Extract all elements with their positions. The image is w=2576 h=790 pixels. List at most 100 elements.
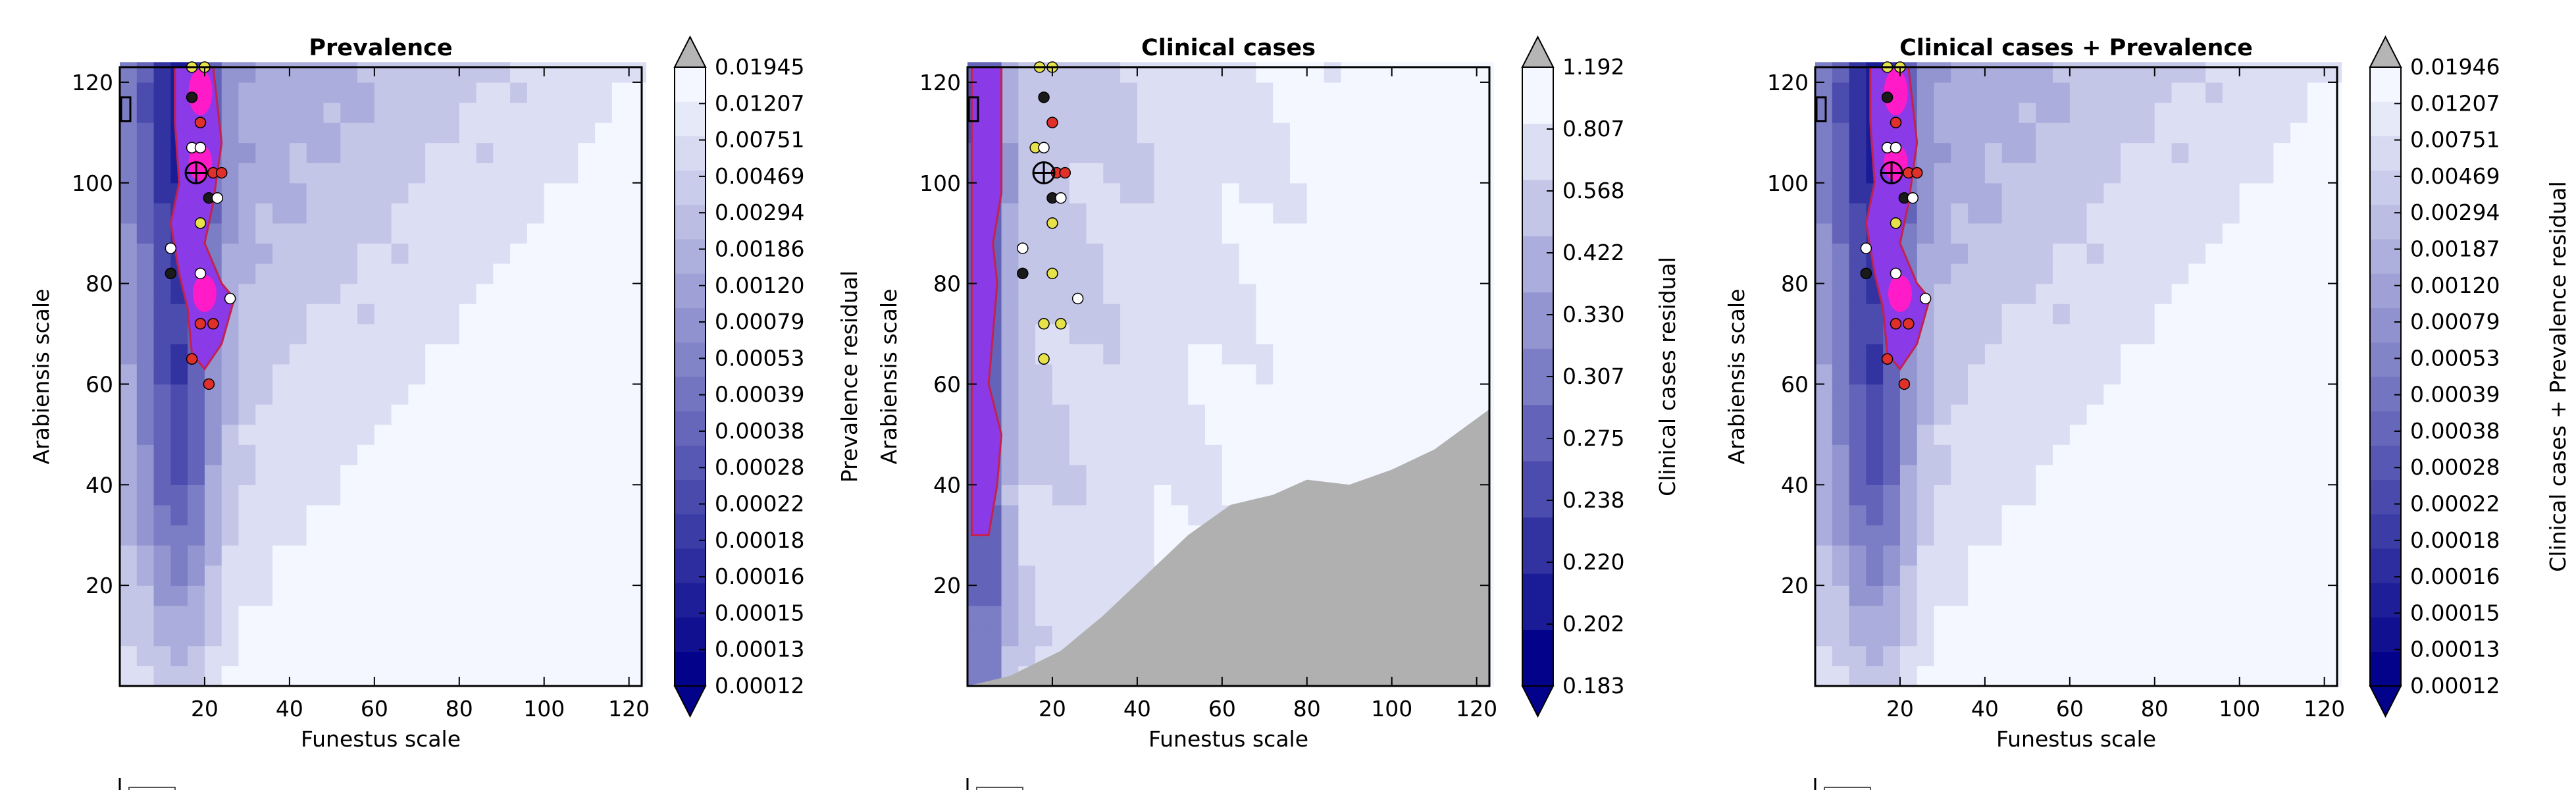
contour-cell: [136, 203, 155, 224]
contour-cell: [2256, 545, 2274, 566]
contour-cell: [1815, 363, 1833, 385]
contour-cell: [1205, 203, 1223, 224]
contour-cell: [1968, 444, 1986, 465]
contour-cell: [1374, 444, 1393, 465]
contour-cell: [2239, 444, 2257, 465]
contour-cell: [2171, 525, 2189, 546]
contour-cell: [2222, 384, 2240, 405]
contour-cell: [2086, 485, 2105, 506]
contour-cell: [442, 243, 460, 264]
contour-cell: [1968, 485, 1986, 506]
contour-cell: [255, 645, 273, 667]
axes-frame: [966, 66, 1491, 687]
contour-cell: [408, 605, 426, 626]
contour-cell: [391, 243, 409, 264]
contour-cell: [442, 182, 460, 203]
contour-cell: [340, 605, 358, 626]
contour-cell: [459, 605, 477, 626]
contour-cell: [442, 404, 460, 425]
contour-cell: [1883, 384, 1901, 405]
contour-cell: [2053, 102, 2071, 123]
contour-cell: [629, 303, 647, 325]
contour-cell: [1137, 263, 1155, 284]
contour-cell: [188, 444, 205, 465]
contour-cell: [1391, 102, 1410, 123]
contour-cell: [1443, 62, 1460, 83]
contour-cell: [2154, 363, 2173, 385]
contour-cell: [1849, 504, 1867, 526]
contour-cell: [1832, 62, 1850, 83]
contour-cell: [1866, 666, 1884, 687]
contour-cell: [2171, 585, 2189, 606]
contour-cell: [1001, 344, 1019, 365]
contour-cell: [2137, 605, 2155, 626]
contour-cell: [2222, 263, 2240, 284]
contour-cell: [1273, 223, 1291, 244]
contour-cell: [595, 605, 613, 626]
contour-cell: [2001, 163, 2020, 184]
contour-cell: [1374, 243, 1393, 264]
contour-cell: [1815, 182, 1833, 203]
contour-cell: [1001, 102, 1019, 123]
contour-cell: [510, 424, 528, 445]
contour-cell: [1137, 424, 1155, 445]
contour-cell: [2239, 545, 2257, 566]
contour-cell: [527, 344, 545, 365]
contour-cell: [374, 344, 392, 365]
contour-cell: [323, 404, 341, 425]
contour-cell: [221, 464, 240, 485]
contour-cell: [221, 485, 240, 506]
x-tick-label: 80: [2141, 696, 2169, 722]
contour-cell: [425, 444, 443, 465]
contour-cell: [2205, 243, 2223, 264]
contour-cell: [2222, 565, 2240, 586]
contour-cell: [2273, 182, 2291, 203]
contour-cell: [2205, 565, 2223, 586]
contour-cell: [1018, 303, 1036, 325]
contour-cell: [2171, 645, 2189, 667]
contour-cell: [1917, 404, 1935, 425]
contour-cell: [2273, 122, 2291, 144]
colorbar-tick-label: 1.192: [1562, 54, 1624, 80]
contour-cell: [1086, 102, 1104, 123]
contour-cell: [2290, 485, 2308, 506]
contour-cell: [578, 625, 596, 646]
contour-cell: [2324, 62, 2342, 83]
colorbar-tick-label: 0.00294: [715, 199, 804, 225]
contour-cell: [408, 645, 426, 667]
contour-cell: [1443, 163, 1460, 184]
contour-cell: [1984, 464, 2003, 485]
contour-cell: [221, 585, 240, 606]
contour-cell: [442, 82, 460, 103]
contour-cell: [1815, 263, 1833, 284]
contour-cell: [408, 62, 426, 83]
contour-cell: [1188, 142, 1206, 163]
contour-cell: [2086, 283, 2105, 304]
contour-cell: [1086, 384, 1104, 405]
contour-cell: [1443, 404, 1460, 425]
contour-cell: [1103, 102, 1121, 123]
contour-cell: [2086, 384, 2105, 405]
contour-cell: [2154, 283, 2173, 304]
colorbar-tick-label: 0.00187: [2410, 236, 2500, 261]
contour-cell: [340, 243, 358, 264]
contour-cell: [629, 424, 647, 445]
contour-cell: [2222, 504, 2240, 526]
contour-cell: [120, 464, 138, 485]
contour-cell: [2290, 363, 2308, 385]
contour-cell: [153, 625, 171, 646]
contour-cell: [1968, 283, 1986, 304]
contour-cell: [1426, 82, 1443, 103]
contour-cell: [2036, 243, 2053, 264]
contour-cell: [2121, 62, 2138, 83]
contour-cell: [2069, 645, 2088, 667]
contour-cell: [2188, 344, 2206, 365]
contour-cell: [1866, 363, 1884, 385]
contour-cell: [1443, 283, 1460, 304]
contour-cell: [578, 243, 596, 264]
contour-cell: [1205, 142, 1223, 163]
contour-cell: [188, 424, 205, 445]
contour-cell: [2086, 404, 2105, 425]
contour-cell: [1154, 62, 1172, 83]
contour-cell: [1324, 223, 1341, 244]
